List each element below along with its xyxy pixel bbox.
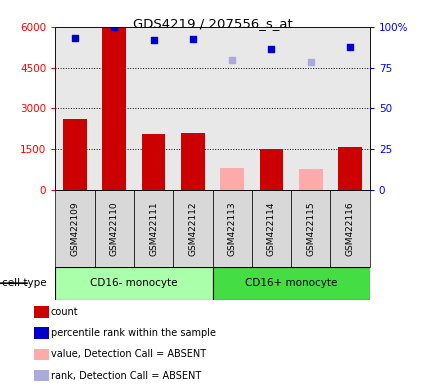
Bar (338, 147, 362, 190)
Text: GSM422111: GSM422111 (149, 201, 158, 256)
Bar (291, 190, 331, 267)
Bar (252, 190, 291, 267)
Bar (94, 190, 134, 267)
Bar (220, 168, 244, 190)
Bar (55, 267, 212, 300)
Text: value, Detection Call = ABSENT: value, Detection Call = ABSENT (51, 349, 206, 359)
Point (307, 59, 314, 65)
Text: GSM422112: GSM422112 (188, 201, 197, 256)
Point (229, 56, 235, 63)
Point (71, 35, 78, 41)
Text: CD16+ monocyte: CD16+ monocyte (245, 278, 337, 288)
Bar (331, 190, 370, 267)
Bar (212, 267, 370, 300)
Bar (299, 169, 323, 190)
Bar (181, 133, 204, 190)
Point (268, 46, 275, 52)
Text: cell type: cell type (2, 278, 47, 288)
Text: GSM422115: GSM422115 (306, 201, 315, 256)
Bar (173, 190, 212, 267)
Bar (34, 370, 49, 381)
Text: GSM422116: GSM422116 (346, 201, 354, 256)
Bar (55, 190, 94, 267)
Bar (34, 349, 49, 360)
Bar (260, 149, 283, 190)
Text: CD16- monocyte: CD16- monocyte (90, 278, 178, 288)
Bar (142, 134, 165, 190)
Bar (34, 306, 49, 318)
Point (111, 24, 118, 30)
Bar (34, 328, 49, 339)
Text: GDS4219 / 207556_s_at: GDS4219 / 207556_s_at (133, 17, 292, 30)
Point (190, 36, 196, 42)
Bar (212, 190, 252, 267)
Text: GSM422113: GSM422113 (228, 201, 237, 256)
Text: GSM422114: GSM422114 (267, 201, 276, 256)
Text: percentile rank within the sample: percentile rank within the sample (51, 328, 215, 338)
Text: rank, Detection Call = ABSENT: rank, Detection Call = ABSENT (51, 371, 201, 381)
Point (150, 37, 157, 43)
Point (347, 44, 354, 50)
Bar (63, 119, 87, 190)
Text: GSM422110: GSM422110 (110, 201, 119, 256)
Text: count: count (51, 307, 78, 317)
Bar (102, 27, 126, 190)
Text: GSM422109: GSM422109 (71, 201, 79, 256)
Bar (134, 190, 173, 267)
